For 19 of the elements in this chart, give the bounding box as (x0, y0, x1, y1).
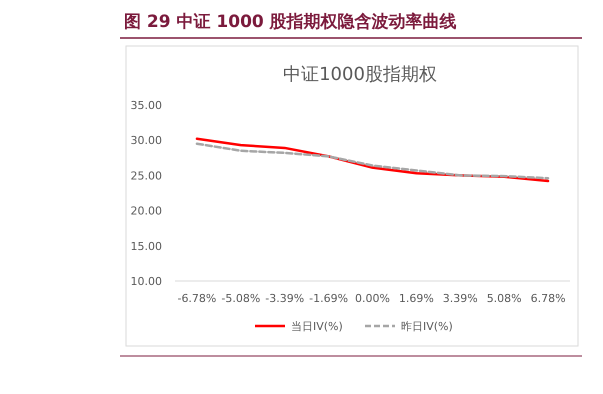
x-tick-label: -5.08% (221, 292, 260, 305)
chart-subtitle: 中证1000股指期权 (283, 64, 437, 85)
x-tick-label: -3.39% (265, 292, 304, 305)
legend-label: 昨日IV(%) (401, 320, 453, 333)
x-tick-label: -1.69% (309, 292, 348, 305)
x-tick-label: 1.69% (398, 292, 434, 305)
x-tick-label: 0.00% (355, 292, 390, 305)
x-tick-label: 5.08% (486, 292, 522, 305)
y-tick-label: 10.00 (130, 275, 162, 288)
legend-label: 当日IV(%) (291, 320, 343, 333)
y-tick-label: 25.00 (130, 169, 162, 182)
y-tick-label: 30.00 (130, 134, 162, 148)
y-tick-label: 20.00 (130, 204, 162, 218)
chart-title: 图 29 中证 1000 股指期权隐含波动率曲线 (124, 12, 457, 32)
x-tick-label: 6.78% (530, 292, 566, 305)
y-tick-label: 15.00 (130, 240, 162, 253)
x-tick-label: -6.78% (177, 292, 216, 305)
x-tick-label: 3.39% (442, 292, 478, 305)
y-tick-label: 35.00 (130, 99, 162, 112)
